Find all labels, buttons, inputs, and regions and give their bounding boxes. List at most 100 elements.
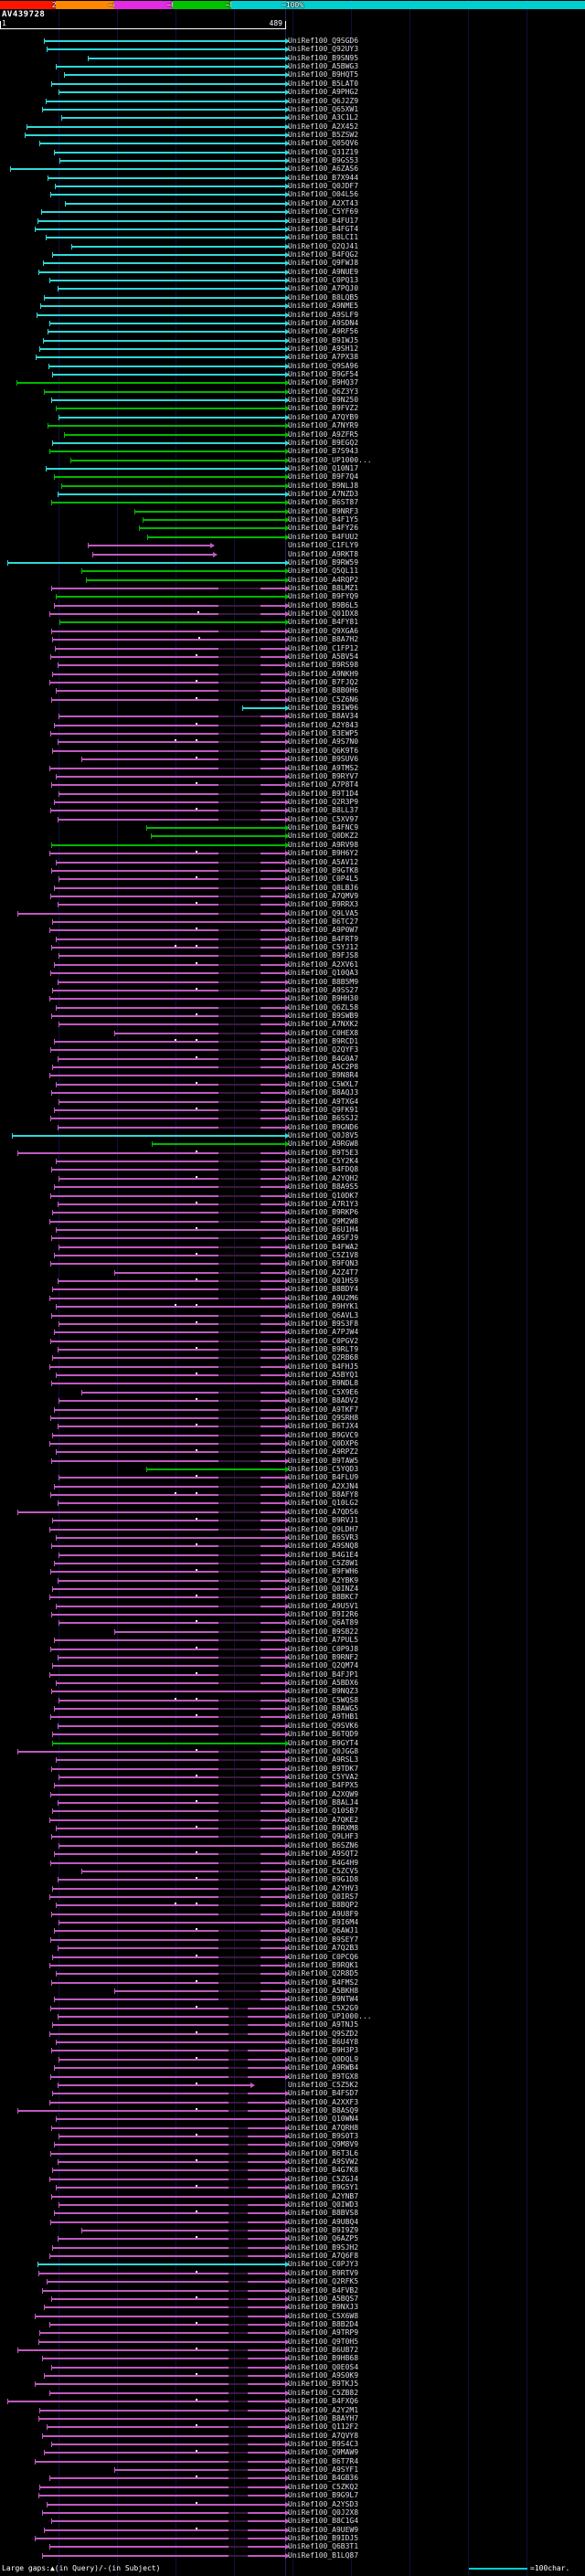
alignment-bar[interactable] — [48, 176, 285, 179]
hit-label[interactable]: UniRef100_Q10QA3 — [288, 969, 359, 978]
alignment-bar[interactable] — [48, 929, 285, 932]
alignment-bar[interactable] — [56, 1228, 285, 1231]
hit-label[interactable]: UniRef100_A7PX38 — [288, 353, 359, 362]
hit-label[interactable]: UniRef100_B4FGT4 — [288, 224, 359, 233]
hit-label[interactable]: UniRef100_B4FDQ8 — [288, 1165, 359, 1174]
alignment-bar[interactable] — [52, 1742, 285, 1744]
alignment-bar[interactable] — [49, 1793, 285, 1796]
hit-label[interactable]: UniRef100_A9TKF7 — [288, 1405, 359, 1414]
hit-label[interactable]: UniRef100_B4G0A7 — [288, 1054, 359, 1063]
alignment-bar[interactable] — [56, 775, 285, 778]
hit-label[interactable]: UniRef100_A7R1Y3 — [288, 1199, 359, 1208]
hit-label[interactable]: UniRef100_Q2RFK5 — [288, 2277, 359, 2286]
alignment-bar[interactable] — [26, 125, 285, 128]
alignment-bar[interactable] — [17, 1151, 285, 1154]
alignment-bar[interactable] — [48, 425, 285, 428]
hit-label[interactable]: UniRef100_B4F1Y5 — [288, 515, 359, 525]
alignment-bar[interactable] — [52, 1434, 285, 1436]
alignment-bar[interactable] — [241, 707, 285, 710]
hit-label[interactable]: UniRef100_A9SVW2 — [288, 2157, 359, 2167]
alignment-bar[interactable] — [43, 390, 285, 393]
hit-label[interactable]: UniRef100_B8BDY4 — [288, 1285, 359, 1294]
hit-label[interactable]: UniRef100_Q0JDF7 — [288, 182, 359, 191]
alignment-bar[interactable] — [48, 2178, 285, 2180]
hit-label[interactable]: UniRef100_B6TC27 — [288, 917, 359, 927]
hit-label[interactable]: UniRef100_C5Z8W1 — [288, 1558, 359, 1567]
alignment-bar[interactable] — [49, 2221, 285, 2223]
alignment-bar[interactable] — [45, 100, 285, 102]
alignment-bar[interactable] — [51, 1767, 285, 1770]
alignment-bar[interactable] — [38, 2340, 285, 2343]
alignment-bar[interactable] — [48, 2323, 285, 2326]
hit-label[interactable]: UniRef100_A9NUE9 — [288, 267, 359, 276]
alignment-bar[interactable] — [56, 2187, 285, 2189]
hit-label[interactable]: UniRef100_C0PQ13 — [288, 276, 359, 285]
alignment-bar[interactable] — [41, 2434, 285, 2437]
hit-label[interactable]: UniRef100_UP1000... — [288, 2012, 372, 2021]
alignment-bar[interactable] — [10, 168, 285, 171]
alignment-bar[interactable] — [57, 493, 285, 496]
hit-label[interactable]: UniRef100_Q9SGD6 — [288, 37, 359, 45]
hit-label[interactable]: UniRef100_C0P4L5 — [288, 875, 359, 884]
hit-label[interactable]: UniRef100_Q6AZP5 — [288, 2234, 359, 2243]
alignment-bar[interactable] — [58, 1400, 285, 1403]
alignment-bar[interactable] — [81, 1870, 285, 1872]
hit-label[interactable]: UniRef100_A9RF56 — [288, 327, 359, 336]
hit-label[interactable]: UniRef100_A9RV98 — [288, 840, 359, 849]
hit-label[interactable]: UniRef100_A5BWG3 — [288, 62, 359, 71]
hit-label[interactable]: UniRef100_Q10N17 — [288, 463, 359, 472]
hit-label[interactable]: UniRef100_Q9M2W8 — [288, 1216, 359, 1225]
alignment-bar[interactable] — [48, 280, 285, 282]
alignment-bar[interactable] — [56, 1083, 285, 1086]
alignment-bar[interactable] — [49, 1340, 285, 1342]
alignment-bar[interactable] — [57, 904, 285, 906]
alignment-bar[interactable] — [52, 1810, 285, 1813]
alignment-bar[interactable] — [49, 1571, 285, 1574]
hit-label[interactable]: UniRef100_B9IWJ5 — [288, 335, 359, 345]
alignment-bar[interactable] — [11, 1135, 285, 1137]
hit-label[interactable]: UniRef100_B9TAW5 — [288, 1456, 359, 1465]
alignment-bar[interactable] — [53, 2144, 285, 2147]
hit-label[interactable]: UniRef100_Q6AVL3 — [288, 1310, 359, 1320]
alignment-bar[interactable] — [35, 356, 285, 359]
hit-label[interactable]: UniRef100_C5X6W8 — [288, 2311, 359, 2320]
hit-label[interactable]: UniRef100_B8AQJ3 — [288, 1088, 359, 1097]
alignment-bar[interactable] — [39, 2332, 285, 2335]
alignment-bar[interactable] — [48, 998, 285, 1001]
hit-label[interactable]: UniRef100_B4FHJ5 — [288, 1362, 359, 1371]
alignment-bar[interactable] — [49, 1049, 285, 1052]
hit-label[interactable]: UniRef100_O04L56 — [288, 190, 359, 199]
alignment-bar[interactable] — [52, 2169, 285, 2172]
alignment-bar[interactable] — [51, 2443, 285, 2445]
alignment-bar[interactable] — [53, 886, 285, 889]
alignment-bar[interactable] — [48, 1442, 285, 1445]
hit-label[interactable]: UniRef100_B4G1E4 — [288, 1550, 359, 1559]
alignment-bar[interactable] — [81, 758, 285, 761]
alignment-bar[interactable] — [57, 1802, 285, 1805]
alignment-bar[interactable] — [49, 972, 285, 975]
alignment-bar[interactable] — [39, 2409, 285, 2412]
alignment-bar[interactable] — [58, 1922, 285, 1924]
alignment-bar[interactable] — [52, 2093, 285, 2095]
alignment-bar[interactable] — [49, 2152, 285, 2155]
hit-label[interactable]: UniRef100_C5X2G9 — [288, 2003, 359, 2012]
hit-label[interactable]: UniRef100_B9FJS8 — [288, 951, 359, 960]
alignment-bar[interactable] — [47, 2426, 285, 2429]
alignment-bar[interactable] — [58, 416, 285, 419]
hit-label[interactable]: UniRef100_B9I6M4 — [288, 1918, 359, 1927]
alignment-bar[interactable] — [45, 467, 285, 470]
hit-label[interactable]: UniRef100_A2YBK9 — [288, 1575, 359, 1585]
hit-label[interactable]: UniRef100_B8ADV2 — [288, 1396, 359, 1405]
alignment-bar[interactable] — [53, 1853, 285, 1856]
hit-label[interactable]: UniRef100_B9GS53 — [288, 156, 359, 165]
hit-label[interactable]: UniRef100_Q9M8V9 — [288, 2140, 359, 2149]
alignment-bar[interactable] — [52, 2024, 285, 2027]
alignment-bar[interactable] — [81, 570, 285, 573]
hit-label[interactable]: UniRef100_A9TXG4 — [288, 1097, 359, 1106]
hit-label[interactable]: UniRef100_B9HYK1 — [288, 1302, 359, 1311]
alignment-bar[interactable] — [58, 2058, 285, 2061]
hit-label[interactable]: UniRef100_A2X452 — [288, 122, 359, 131]
alignment-bar[interactable] — [57, 1203, 285, 1205]
hit-label[interactable]: UniRef100_A2Y2M1 — [288, 2405, 359, 2414]
alignment-bar[interactable] — [56, 861, 285, 864]
